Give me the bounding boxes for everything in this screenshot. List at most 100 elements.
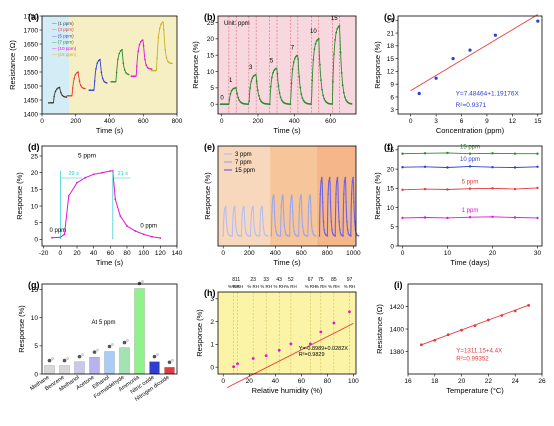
- data-point: [236, 92, 239, 95]
- data-point: [298, 76, 301, 78]
- molecule-icon: [152, 354, 157, 359]
- data-point: [142, 233, 145, 236]
- data-point: [335, 31, 338, 34]
- data-point: [254, 232, 256, 234]
- data-point: [260, 100, 262, 102]
- data-point: [513, 309, 517, 313]
- data-point: [145, 64, 148, 66]
- y-tick-label: 1600: [24, 55, 39, 62]
- data-point: [423, 152, 427, 155]
- data-point: [134, 75, 137, 77]
- data-point: [154, 69, 157, 72]
- y-tick-label: 1380: [390, 349, 405, 356]
- fit-line: [226, 322, 354, 389]
- concentration-label: 5 ppm: [78, 153, 96, 160]
- data-point: [347, 232, 350, 235]
- x-tick-label: 6: [460, 118, 464, 125]
- data-point: [322, 94, 324, 97]
- data-point: [324, 232, 326, 235]
- data-point: [52, 102, 54, 104]
- data-point: [279, 235, 282, 237]
- data-point: [136, 65, 138, 67]
- fit-r2: R²=0.9829: [299, 352, 325, 358]
- data-point: [335, 180, 338, 183]
- plot-frame: [217, 15, 357, 115]
- fit-equation: Y=7.48464+1.19176X: [456, 91, 520, 98]
- data-point: [487, 318, 490, 322]
- data-point: [56, 88, 58, 90]
- data-point: [332, 232, 334, 235]
- y-tick-label: 10: [31, 315, 39, 322]
- data-point: [109, 170, 112, 172]
- data-point: [103, 80, 105, 83]
- data-point: [81, 86, 83, 89]
- data-point: [111, 81, 114, 83]
- data-point: [171, 62, 173, 65]
- baseline-label: 0 ppm: [140, 224, 157, 230]
- data-point: [157, 36, 160, 39]
- data-point: [263, 232, 266, 234]
- y-axis-label: Response (%): [17, 305, 26, 353]
- data-point: [60, 91, 62, 94]
- data-point: [339, 51, 342, 54]
- series-label: 15 ppm: [460, 144, 480, 150]
- recovery-time-label: 21 s: [118, 171, 129, 177]
- data-point: [352, 176, 354, 179]
- data-point: [168, 61, 170, 64]
- data-point: [69, 95, 71, 97]
- data-point: [153, 69, 156, 72]
- molecule-icon: [62, 358, 67, 363]
- panel-a: — (1 ppm)— (3 ppm)— (5 ppm)— (7 ppm)— (1…: [8, 12, 183, 135]
- data-point: [320, 79, 322, 82]
- y-tick-label: 18: [387, 43, 395, 50]
- y-tick-label: 6: [390, 94, 394, 101]
- top-tick-unit: % RH: [328, 284, 339, 289]
- data-point: [245, 232, 247, 234]
- data-point: [241, 214, 243, 216]
- data-point: [331, 103, 333, 105]
- data-point: [169, 62, 172, 64]
- x-tick-label: 15: [534, 118, 542, 125]
- data-point: [252, 218, 255, 220]
- data-point: [122, 62, 125, 64]
- data-point: [119, 215, 122, 217]
- y-tick-label: 0: [390, 243, 394, 250]
- data-point: [293, 57, 296, 60]
- data-point: [73, 78, 75, 80]
- data-point: [233, 207, 235, 210]
- data-point: [345, 99, 347, 101]
- data-point: [64, 96, 66, 98]
- data-point: [51, 236, 53, 239]
- data-point: [253, 228, 256, 230]
- panel-label: (b): [204, 12, 216, 22]
- data-point: [334, 235, 337, 237]
- y-tick-label: 5: [210, 85, 214, 92]
- background-band: [42, 16, 69, 114]
- data-point: [319, 63, 321, 66]
- y-tick-label: 1400: [24, 111, 39, 118]
- data-point: [252, 206, 254, 208]
- data-point: [339, 229, 341, 231]
- data-point: [339, 232, 342, 235]
- data-point: [141, 39, 143, 42]
- data-point: [527, 304, 530, 307]
- data-point: [254, 74, 257, 76]
- x-tick-label: 800: [172, 118, 183, 125]
- data-point: [272, 197, 274, 199]
- data-point: [446, 166, 449, 169]
- x-tick-label: 1000: [346, 250, 361, 257]
- data-point: [296, 54, 298, 57]
- data-point: [276, 72, 279, 75]
- data-point: [468, 165, 472, 168]
- data-point: [351, 180, 354, 183]
- data-point: [222, 235, 224, 237]
- legend-entry: — (5 ppm): [52, 33, 74, 38]
- data-point: [301, 225, 304, 227]
- data-point: [300, 194, 302, 196]
- data-point: [299, 197, 302, 199]
- data-point: [249, 87, 252, 89]
- data-point: [159, 237, 162, 239]
- baseline-label: 0 ppm: [50, 228, 67, 234]
- molecule-icon: [126, 339, 129, 342]
- panel-f: 15 ppm 10 ppm 5 ppm 1 ppm (f) 0 10 20 30 0 5 10 15 20…: [373, 142, 543, 267]
